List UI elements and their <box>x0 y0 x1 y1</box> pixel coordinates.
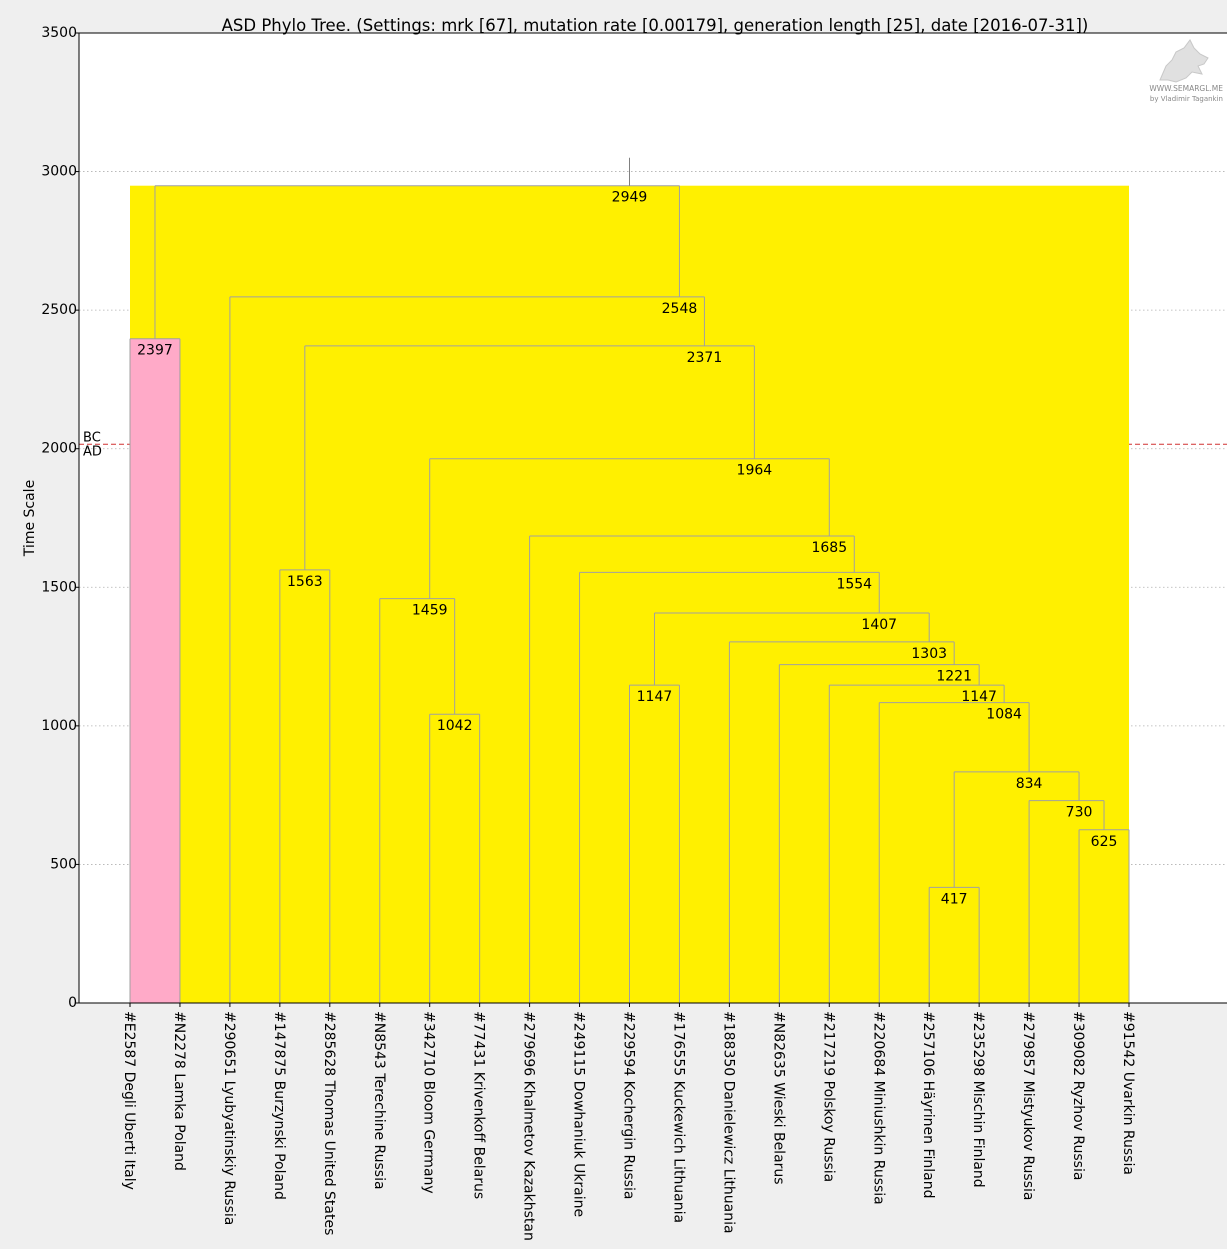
watermark-dragon-icon <box>1159 39 1209 83</box>
leaf-label: #257106 Häyrinen Finland <box>920 1011 936 1199</box>
leaf-label: #91542 Uvarkin Russia <box>1120 1011 1136 1175</box>
leaf-label: #235298 Mischin Finland <box>970 1011 986 1188</box>
node-value-label: 2949 <box>612 190 648 206</box>
clade-area-n2397 <box>130 338 180 1003</box>
leaf-label: #285628 Thomas United States <box>321 1011 337 1235</box>
leaf-label: #E2587 Degli Uberti Italy <box>121 1011 137 1190</box>
y-tick-label: 2000 <box>41 441 77 457</box>
leaf-label: #342710 Bloom Germany <box>421 1011 437 1194</box>
y-tick-label: 2500 <box>41 302 77 318</box>
node-value-label: 1303 <box>911 646 947 662</box>
tree-group: 2949 2548 2397 2371 1964 1685 1563 1554 1459 1407… <box>129 157 1130 1004</box>
y-tick-label: 1500 <box>41 579 77 595</box>
clade-area-n1563 <box>279 569 330 1003</box>
node-value-label: 625 <box>1091 834 1118 850</box>
node-value-label: 1084 <box>986 707 1022 723</box>
leaf-label: #N82635 Wieski Belarus <box>770 1011 786 1185</box>
leaf-label: #290651 Lyubyatinskiy Russia <box>221 1011 237 1225</box>
node-value-label: 730 <box>1066 805 1093 821</box>
leaf-label: #279696 Khalmetov Kazakhstan <box>521 1011 537 1241</box>
node-value-label: 2548 <box>662 301 698 317</box>
node-value-label: 1459 <box>412 603 448 619</box>
y-axis-label: Time Scale <box>22 480 38 557</box>
node-value-label: 1563 <box>287 574 323 590</box>
y-tick-label: 3500 <box>41 25 77 41</box>
clade-area-n625 <box>1079 829 1129 1003</box>
leaf-label: #176555 Kuckewich Lithuania <box>670 1011 686 1223</box>
watermark-author: by Vladimir Tagankin <box>1150 95 1223 103</box>
node-value-label: 1554 <box>836 576 872 592</box>
watermark-logo: WWW.SEMARGL.ME by Vladimir Tagankin <box>1149 39 1223 103</box>
era-label-ad: AD <box>83 444 102 459</box>
clade-area-n417 <box>929 887 980 1003</box>
node-value-label: 1042 <box>437 718 473 734</box>
chart-title: ASD Phylo Tree. (Settings: mrk [67], mut… <box>222 16 1089 35</box>
y-tick-label: 0 <box>68 995 77 1011</box>
leaf-label: #N2278 Lamka Poland <box>171 1011 187 1171</box>
y-tick-label: 3000 <box>41 164 77 180</box>
leaf-labels: #E2587 Degli Uberti Italy #N2278 Lamka Po… <box>121 1003 1136 1241</box>
era-label-bc: BC <box>83 430 101 445</box>
watermark-site: WWW.SEMARGL.ME <box>1149 84 1223 93</box>
clade-area-n1147a <box>629 685 680 1003</box>
node-value-label: 1964 <box>737 463 773 479</box>
node-value-label: 1147 <box>961 689 997 705</box>
y-tick-label: 1000 <box>41 718 77 734</box>
node-value-label: 1147 <box>637 689 673 705</box>
leaf-label: #147875 Burzynski Poland <box>271 1011 287 1200</box>
leaf-label: #188350 Danielewicz Lithuania <box>720 1011 736 1234</box>
leaf-label: #217219 Polskoy Russia <box>820 1011 836 1182</box>
node-value-label: 834 <box>1016 776 1043 792</box>
leaf-label: #N8543 Terechine Russia <box>371 1011 387 1190</box>
leaf-label: #249115 Dowhaniuk Ukraine <box>571 1011 587 1217</box>
node-value-label: 1221 <box>936 669 972 685</box>
node-value-label: 2397 <box>137 343 173 359</box>
y-axis: 0 500 1000 1500 2000 2500 3000 3500 <box>41 25 1227 1011</box>
node-value-label: 1685 <box>811 540 847 556</box>
leaf-label: #220684 Miniushkin Russia <box>870 1011 886 1205</box>
leaf-label: #309082 Ryzhov Russia <box>1070 1011 1086 1180</box>
leaf-label: #77431 Krivenkoff Belarus <box>471 1011 487 1199</box>
y-tick-label: 500 <box>50 856 77 872</box>
node-value-label: 417 <box>941 891 968 907</box>
leaf-label: #279857 Mistyukov Russia <box>1020 1011 1036 1200</box>
node-value-label: 1407 <box>861 617 897 633</box>
node-value-label: 2371 <box>687 350 723 366</box>
clade-area-n1042 <box>429 714 480 1003</box>
leaf-label: #229594 Kochergin Russia <box>621 1011 637 1200</box>
